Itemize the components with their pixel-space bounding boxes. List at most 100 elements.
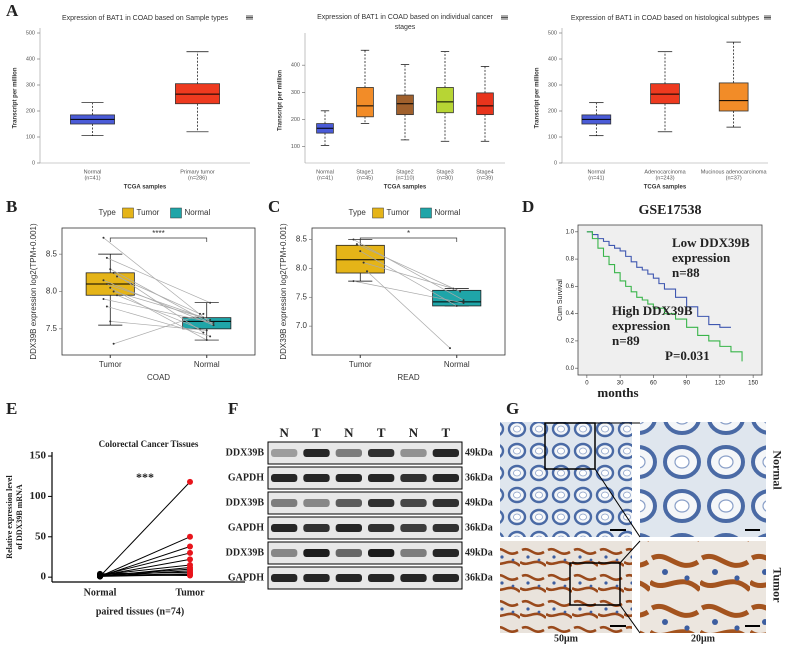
- x-tick-label: (n=41): [317, 175, 333, 181]
- ihc-image: [500, 422, 632, 537]
- x-tick-label: Normal: [444, 360, 470, 369]
- x-tick-label: Normal: [316, 169, 334, 175]
- blot-strip: [267, 491, 463, 515]
- band: [335, 449, 362, 457]
- y-axis-label: Transcript per million: [13, 67, 19, 128]
- point: [187, 572, 193, 579]
- x-tick-label: Stage2: [396, 169, 413, 175]
- band: [335, 549, 362, 557]
- lane-label: T: [377, 425, 386, 440]
- point: [102, 279, 105, 282]
- pair-line: [103, 279, 214, 326]
- band: [303, 524, 330, 532]
- band: [271, 574, 298, 582]
- y-tick-label: 7.5: [296, 292, 308, 301]
- y-tick-label: 300: [548, 82, 557, 88]
- band: [432, 574, 459, 582]
- ihc-row-label: Tumor: [770, 568, 784, 604]
- point: [187, 543, 193, 550]
- band: [303, 474, 330, 482]
- lane-label: T: [441, 425, 450, 440]
- size-label: 36kDa: [465, 472, 493, 483]
- x-tick-label: 30: [617, 381, 624, 387]
- x-tick-label: (n=110): [396, 175, 415, 181]
- blot-strip: [267, 566, 463, 590]
- point: [462, 299, 465, 302]
- band: [432, 449, 459, 457]
- x-tick-label: (n=37): [726, 175, 742, 181]
- chart-box: Expression of BAT1 in COAD based on hist…: [535, 15, 771, 191]
- legend-swatch: [170, 207, 182, 219]
- band: [368, 549, 395, 557]
- panel-label: G: [506, 399, 519, 418]
- band: [432, 499, 459, 507]
- point: [187, 549, 193, 556]
- band: [303, 549, 330, 557]
- point: [209, 318, 212, 321]
- point: [202, 316, 205, 319]
- band: [400, 549, 427, 557]
- x-tick-label: (n=243): [655, 175, 674, 181]
- band: [400, 449, 427, 457]
- point: [352, 238, 355, 241]
- band: [400, 524, 427, 532]
- point: [459, 290, 462, 293]
- chart-title: Colorectal Cancer Tissues: [99, 439, 199, 449]
- lane-label: T: [312, 425, 321, 440]
- point: [355, 243, 358, 246]
- y-tick-label: 400: [26, 56, 35, 62]
- point: [205, 339, 208, 342]
- legend-label: Tumor: [387, 208, 410, 217]
- y-axis-label: DDX39B expression log2(TPM+0.001): [29, 223, 38, 360]
- legend-label: Normal: [185, 208, 211, 217]
- chart-paired-box: 7.0 7.5 8.0 8.5 DDX39B expression log2(TPM+0…: [279, 207, 506, 382]
- band: [335, 474, 362, 482]
- band: [335, 499, 362, 507]
- y-tick-label: 500: [548, 30, 557, 36]
- annotation: expression: [672, 250, 731, 265]
- point: [116, 275, 119, 278]
- blot-strip: [267, 466, 463, 490]
- y-axis-label: Transcript per million: [278, 70, 284, 131]
- pair-line: [353, 280, 464, 304]
- legend-title: Type: [99, 208, 117, 217]
- zoom-line: [619, 604, 641, 634]
- x-tick-label: Normal: [84, 169, 102, 175]
- y-axis-label: DDX39B expression log2(TPM+0.001): [279, 223, 288, 360]
- x-tick-label: 120: [715, 381, 726, 387]
- zoom-box: [544, 422, 596, 470]
- band: [303, 499, 330, 507]
- y-tick-label: 0.2: [566, 338, 575, 344]
- chart-title: GSE17538: [638, 203, 701, 218]
- pair-line: [99, 536, 191, 577]
- legend-swatch: [122, 207, 134, 219]
- band: [400, 574, 427, 582]
- row-label: GAPDH: [228, 472, 264, 483]
- point: [462, 302, 465, 305]
- x-tick-label: Tumor: [175, 587, 205, 598]
- annotation: n=89: [612, 333, 640, 348]
- band: [368, 449, 395, 457]
- y-axis-label: of DDX39B mRNA: [15, 484, 24, 550]
- point: [362, 261, 365, 264]
- ihc-row-label: Normal: [770, 450, 784, 490]
- zoom-box: [569, 562, 621, 606]
- scale-label: 50μm: [554, 633, 579, 644]
- pair-line: [99, 552, 191, 577]
- x-tick-label: Stage1: [356, 169, 373, 175]
- x-axis-label: months: [597, 385, 638, 400]
- box: [476, 92, 494, 116]
- y-tick-label: 8.0: [46, 287, 58, 296]
- ihc-panel: Normal Tumor 50μm 20μm: [500, 422, 784, 644]
- box: [182, 317, 232, 330]
- x-tick-label: 0: [585, 381, 589, 387]
- point: [112, 271, 115, 274]
- point: [209, 301, 212, 304]
- band: [335, 524, 362, 532]
- y-tick-label: 8.5: [46, 249, 58, 258]
- x-tick-label: Mucinous adenocarcinoma: [701, 169, 768, 175]
- y-tick-label: 8.0: [296, 264, 308, 273]
- size-label: 49kDa: [465, 547, 493, 558]
- x-tick-label: (n=80): [437, 175, 453, 181]
- box: [436, 87, 454, 114]
